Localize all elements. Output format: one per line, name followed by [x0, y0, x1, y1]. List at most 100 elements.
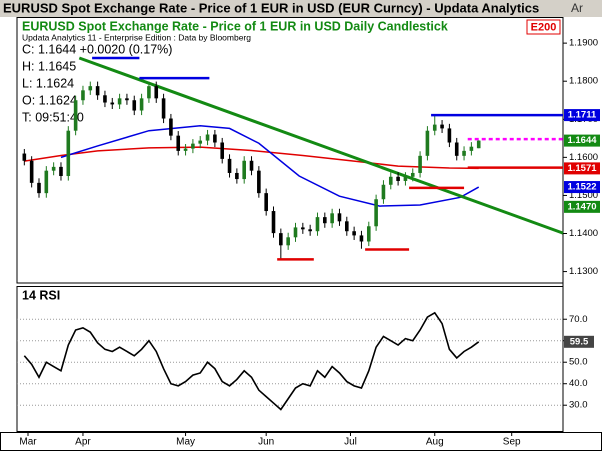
y-tick-label: 1.1400: [569, 228, 598, 239]
corner-label: Ar: [571, 1, 583, 15]
value-label-box: [564, 335, 594, 348]
candle-body: [352, 231, 356, 236]
candle-body: [249, 160, 254, 171]
rsi-title: 14 RSI: [22, 288, 60, 302]
candle-body: [139, 98, 144, 111]
candle-body: [469, 146, 474, 151]
candle-body: [279, 233, 283, 246]
info-text: T: 09:51:40: [22, 110, 84, 124]
overlay-line: [24, 146, 479, 170]
rsi-panel: [16, 286, 564, 432]
candle-body: [432, 124, 437, 131]
candle-body: [293, 227, 298, 238]
candle-body: [440, 124, 444, 129]
window-title: EURUSD Spot Exchange Rate - Price of 1 E…: [3, 0, 539, 15]
y-tick-label: 40.0: [569, 378, 588, 389]
x-tick-label: Sep: [503, 437, 521, 448]
y-tick-label: 1.1900: [569, 38, 598, 49]
candle-body: [191, 143, 195, 149]
y-tick-label: 30.0: [569, 400, 588, 411]
value-label: 1.1711: [568, 110, 597, 121]
overlay-line: [60, 124, 480, 207]
candle-body: [161, 98, 166, 119]
candle-body: [154, 86, 159, 99]
candle-body: [308, 229, 312, 232]
candle-body: [344, 221, 349, 232]
candle-body: [323, 217, 327, 224]
candle-body: [88, 86, 93, 91]
candle-body: [213, 134, 217, 143]
candle-body: [462, 150, 466, 156]
candle-body: [271, 211, 276, 234]
candle-body: [73, 100, 78, 131]
candle-body: [29, 160, 34, 183]
value-label: 59.5: [570, 336, 589, 347]
candle-body: [366, 226, 371, 242]
candle-body: [37, 182, 41, 194]
candle-body: [59, 166, 63, 177]
candle-body: [476, 140, 481, 149]
candle-body: [176, 135, 181, 151]
chart-title: EURUSD Spot Exchange Rate - Price of 1 E…: [22, 19, 448, 33]
candle-body: [44, 170, 49, 194]
candle-body: [183, 148, 188, 151]
candle-body: [330, 213, 334, 224]
y-tick-label: 50.0: [569, 357, 588, 368]
rsi-line: [23, 311, 480, 411]
candle-body: [359, 235, 364, 242]
y-tick-label: 1.1300: [569, 266, 598, 277]
candle-body: [220, 142, 225, 159]
overlay-line: [78, 56, 564, 235]
value-label-box: [564, 109, 600, 122]
info-text: L: 1.1624: [22, 76, 74, 90]
candle-body: [381, 184, 386, 200]
value-label-box: [564, 134, 600, 147]
x-tick-label: May: [176, 437, 195, 448]
candle-body: [315, 217, 320, 232]
info-text: C: 1.1644 +0.0020 (0.17%): [22, 42, 172, 56]
value-label-box: [564, 200, 600, 213]
candle-body: [95, 86, 100, 96]
y-tick-label: 1.1600: [569, 152, 598, 163]
candle-body: [205, 134, 210, 141]
candle-body: [403, 176, 408, 181]
candle-body: [301, 227, 305, 230]
y-tick-label: 1.1500: [569, 190, 598, 201]
value-label: 1.1644: [567, 135, 597, 146]
candle-body: [147, 86, 151, 99]
value-label: 1.1522: [567, 182, 596, 193]
candle-body: [198, 140, 203, 144]
candle-body: [242, 160, 246, 180]
y-tick-label: 1.1800: [569, 76, 598, 87]
candle-body: [103, 95, 107, 103]
value-label-box: [564, 162, 600, 175]
candle-body: [110, 102, 115, 105]
candle-body: [117, 98, 122, 105]
candle-body: [454, 142, 459, 156]
candle-body: [227, 158, 232, 173]
y-tick-label: 70.0: [569, 314, 588, 325]
info-text: H: 1.1645: [22, 59, 76, 73]
candle-body: [132, 100, 137, 111]
candle-body: [264, 193, 268, 212]
candle-body: [169, 118, 173, 136]
x-tick-label: Mar: [19, 437, 37, 448]
candle-body: [374, 199, 378, 227]
candle-body: [388, 176, 393, 185]
badge-box: [526, 19, 561, 35]
candle-body: [125, 98, 129, 101]
badge: E200: [531, 21, 557, 33]
x-tick-label: Apr: [75, 437, 91, 448]
x-tick-label: Jul: [344, 437, 357, 448]
candle-body: [410, 172, 415, 177]
title-bar: [0, 0, 602, 17]
x-tick-label: Aug: [426, 437, 444, 448]
value-label: 1.1571: [567, 163, 597, 174]
candle-body: [337, 213, 342, 222]
x-tick-label: Jun: [258, 437, 274, 448]
candle-body: [286, 237, 290, 246]
candle-body: [81, 90, 85, 101]
candle-body: [22, 153, 27, 161]
